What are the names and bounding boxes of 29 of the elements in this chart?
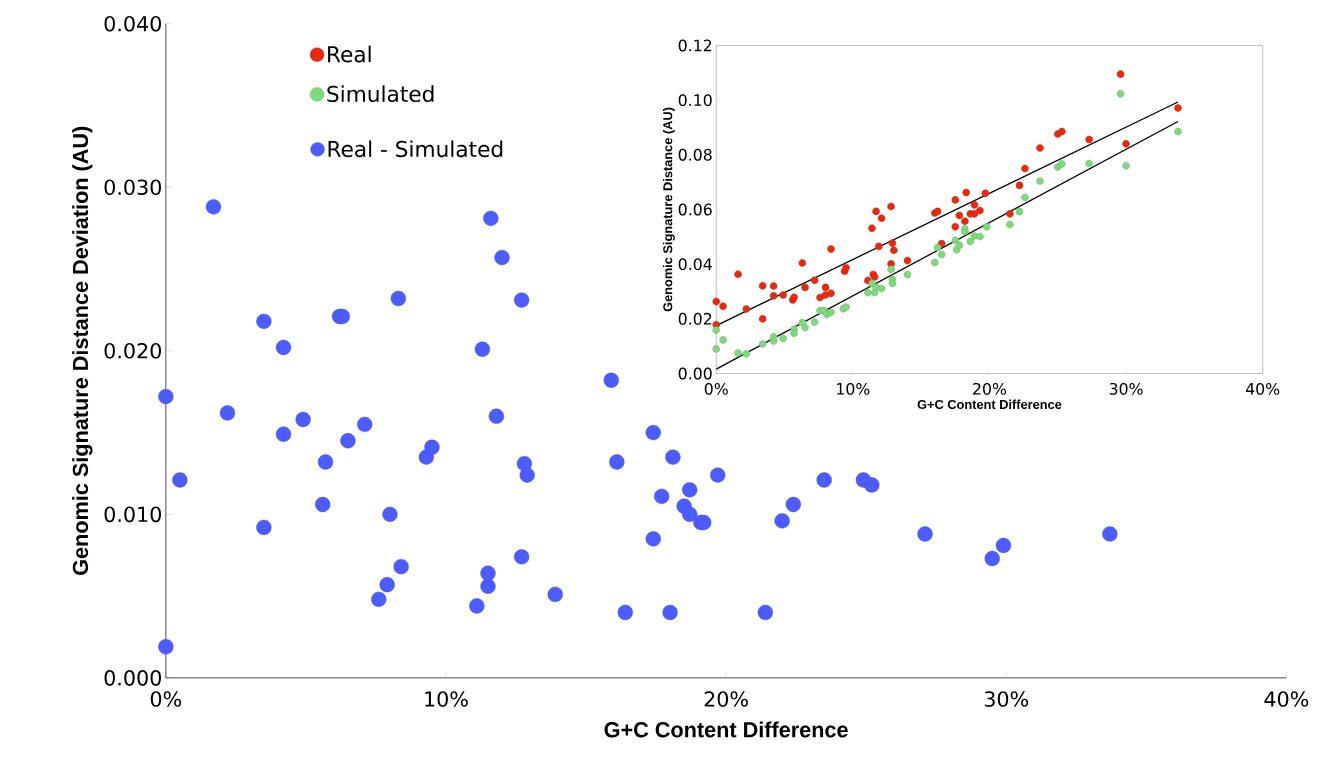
y-tick-label: 0.10 [678, 94, 712, 107]
legend-label: Real [328, 45, 371, 63]
x-tick-label: 20% [973, 383, 1007, 395]
x-tick-label: 30% [1109, 383, 1143, 395]
x-tick-label: 0% [704, 383, 728, 395]
legend-label: Simulated [327, 85, 434, 103]
y-tick-label: 0.030 [104, 179, 161, 196]
y-tick-label: 0.04 [678, 258, 712, 271]
y-axis-title: Genomic Signature Distance Deviation (AU) [72, 127, 93, 576]
y-tick-label: 0.000 [104, 670, 161, 686]
y-tick-label: 0.040 [104, 16, 161, 32]
x-tick-label: 30% [984, 691, 1029, 707]
y-tick-label: 0.020 [104, 343, 161, 359]
y-tick-label: 0.06 [678, 203, 712, 216]
y-axis-title: Genomic Signature Distance (AU) [662, 107, 675, 312]
y-tick-label: 0.08 [678, 149, 712, 161]
y-tick-label: 0.12 [678, 39, 712, 52]
x-tick-label: 40% [1264, 691, 1309, 707]
y-tick-label: 0.00 [678, 367, 712, 380]
x-tick-label: 40% [1245, 383, 1280, 395]
legend-label: Real - Simulated [328, 140, 503, 158]
x-axis-title: G+C Content Difference [604, 721, 848, 738]
x-tick-label: 10% [425, 691, 468, 707]
y-tick-label: 0.02 [678, 313, 712, 325]
y-tick-label: 0.010 [104, 506, 161, 523]
x-tick-label: 20% [704, 691, 748, 707]
x-axis-title: G+C Content Difference [917, 399, 1062, 410]
x-tick-label: 10% [837, 383, 870, 395]
x-tick-label: 0% [150, 691, 182, 707]
